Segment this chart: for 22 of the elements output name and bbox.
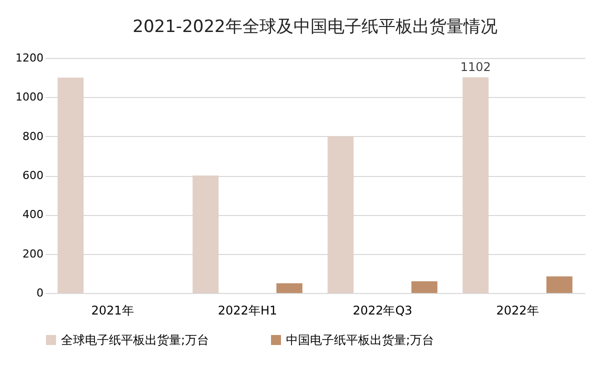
y-tick-label: 800 (22, 130, 44, 143)
bar (411, 281, 438, 293)
legend-label: 全球电子纸平板出货量;万台 (61, 333, 210, 347)
y-tick-label: 400 (22, 208, 44, 222)
bar (546, 276, 572, 293)
bar (462, 77, 489, 293)
data-label: 1102 (460, 60, 491, 74)
bar (276, 283, 302, 293)
x-tick-label: 2021年 (91, 304, 134, 318)
y-tick-label: 200 (22, 247, 44, 260)
x-tick-label: 2022年H1 (218, 304, 278, 318)
bar (192, 176, 219, 293)
y-tick-label: 1000 (16, 90, 44, 104)
bar (58, 78, 84, 293)
legend-label: 中国电子纸平板出货量;万台 (286, 333, 434, 347)
y-tick-label: 600 (22, 169, 44, 182)
x-tick-label: 2022年 (496, 304, 539, 318)
chart-title: 2021-2022年全球及中国电子纸平板出货量情况 (132, 17, 498, 37)
y-tick-label: 0 (36, 286, 44, 300)
x-tick-label: 2022年Q3 (352, 304, 412, 318)
y-tick-label: 1200 (16, 52, 44, 64)
bar (328, 136, 354, 293)
